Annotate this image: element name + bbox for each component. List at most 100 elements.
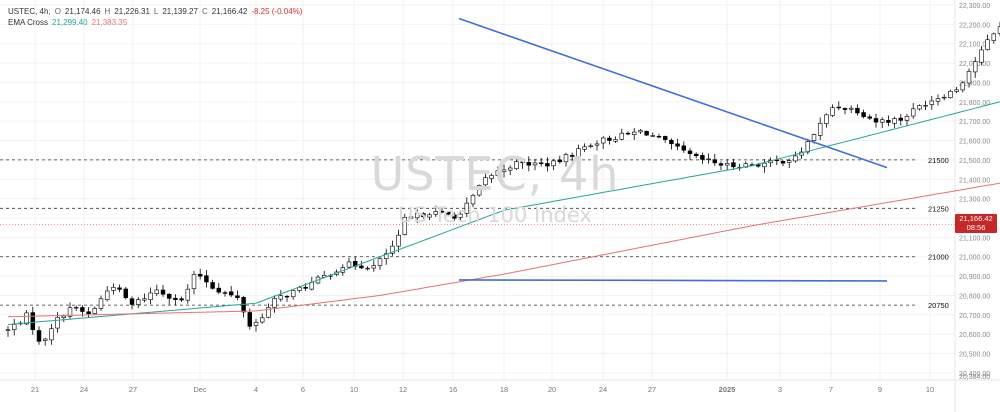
level-label: 21000 (928, 253, 949, 262)
change-value: -8.25 (-0.04%) (251, 7, 303, 16)
candle-body (235, 295, 240, 298)
candle-body (997, 26, 1000, 34)
candle-body (712, 159, 718, 164)
candle-body (693, 153, 699, 157)
candle-body (191, 274, 197, 289)
y-tick-label: 21,600.00 (959, 139, 990, 146)
level-label: 21500 (928, 156, 949, 165)
candle-body (104, 290, 110, 300)
candle-body (129, 298, 135, 305)
low-value: 21,139.27 (162, 7, 198, 16)
candle-body (173, 297, 178, 300)
candle-body (290, 290, 296, 298)
candle-body (563, 154, 569, 163)
close-value: 21,166.42 (211, 7, 248, 16)
x-tick-label: 12 (399, 385, 407, 394)
x-tick-label: 16 (449, 385, 457, 394)
candle-body (793, 155, 798, 162)
candle-body (204, 275, 209, 283)
y-tick-label: 21,300.00 (959, 197, 990, 204)
x-tick-label: 10 (350, 385, 358, 394)
y-tick-label: 21,400.00 (959, 177, 990, 184)
candle-body (30, 312, 36, 330)
candle-body (706, 158, 711, 161)
candle-body (538, 162, 544, 164)
candle-body (607, 137, 612, 141)
candle-body (724, 163, 730, 166)
candle-body (49, 328, 54, 341)
candle-body (61, 315, 67, 319)
candle-body (427, 214, 432, 218)
candle-body (148, 292, 153, 300)
candle-body (483, 177, 488, 186)
close-key: C (201, 7, 208, 16)
candle-body (873, 118, 879, 123)
candle-body (600, 137, 606, 144)
candle-body (923, 105, 928, 107)
candle-body (222, 292, 228, 294)
y-tick-label: 20,400.00 (959, 371, 990, 378)
x-tick-label: 27 (648, 385, 656, 394)
candle-body (365, 267, 370, 270)
candle-body (842, 108, 848, 110)
ema-line-0 (7, 101, 1000, 325)
candle-body (675, 143, 680, 147)
x-tick-label: 24 (80, 385, 88, 394)
high-key: H (104, 7, 111, 16)
candle-body (929, 100, 935, 105)
candle-body (383, 253, 389, 259)
candle-body (935, 98, 941, 102)
candle-body (588, 145, 594, 147)
candle-body (111, 287, 116, 291)
ohlc-legend-row: USTEC, 4h, O 21,174.46 H 21,226.31 L 21,139… (8, 6, 302, 17)
x-tick-label: 9 (878, 385, 882, 394)
candle-body (11, 324, 17, 330)
candle-body (278, 295, 284, 300)
candle-body (780, 160, 786, 164)
candle-body (160, 289, 166, 295)
candle-body (421, 213, 426, 218)
candle-body (786, 160, 792, 163)
trendline-support (458, 279, 888, 282)
candle-body (117, 287, 122, 290)
candle-body (879, 119, 885, 123)
bar-countdown: 08:56 (966, 223, 986, 232)
candle-body (476, 185, 482, 196)
y-tick-label: 22,300.00 (959, 3, 990, 10)
y-tick-label: 20,800.00 (959, 293, 990, 300)
candle-body (966, 71, 972, 84)
candle-body (55, 317, 60, 329)
candle-body (669, 139, 674, 145)
candle-body (464, 202, 470, 214)
ema-fast-value: 21,299.40 (52, 18, 88, 27)
candle-body (154, 289, 160, 294)
candle-body (272, 298, 277, 308)
x-tick-label: 18 (500, 385, 508, 394)
candle-body (545, 163, 550, 167)
candle-body (650, 135, 656, 137)
candle-body (24, 312, 29, 325)
chart-legend: USTEC, 4h, O 21,174.46 H 21,226.31 L 21,139… (8, 6, 302, 28)
y-tick-label: 21,900.00 (959, 80, 990, 87)
candle-body (445, 211, 451, 215)
open-value: 21,174.46 (64, 7, 101, 16)
y-tick-label: 20,500.00 (959, 352, 990, 359)
y-tick-label: 20,600.00 (959, 332, 990, 339)
candle-body (501, 169, 507, 172)
candle-body (396, 234, 401, 247)
candle-body (135, 299, 141, 305)
candle-body (67, 307, 73, 317)
candle-body (408, 216, 414, 219)
candle-body (371, 265, 377, 269)
last-price-tag: 21,166.42 08:56 (955, 214, 997, 233)
candle-body (92, 308, 98, 314)
candle-body (390, 245, 395, 254)
candle-body (985, 39, 990, 50)
candle-body (960, 82, 966, 91)
candle-body (631, 131, 637, 135)
y-tick-label: 21,500.00 (959, 158, 990, 165)
candle-body (681, 145, 687, 151)
candle-body (718, 163, 724, 166)
candle-body (817, 123, 823, 136)
